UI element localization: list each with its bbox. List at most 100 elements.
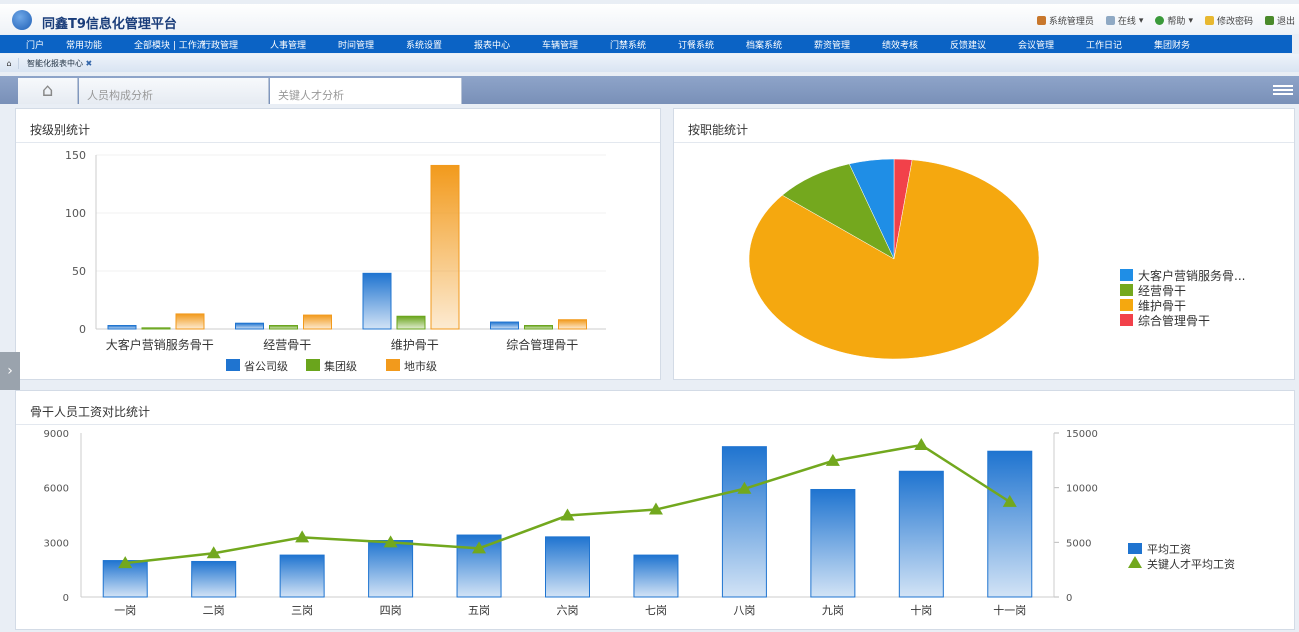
help-link[interactable]: 帮助 ▾	[1155, 14, 1193, 27]
menu-item[interactable]: 全部模块 | 工作流	[134, 40, 206, 51]
tab-home-icon[interactable]: ⌂	[18, 78, 78, 104]
y2-tick-label: 0	[1066, 593, 1072, 604]
user-icon	[1036, 16, 1046, 25]
tab-key-talent[interactable]: 关键人才分析	[270, 78, 462, 104]
logout-link[interactable]: 退出	[1264, 14, 1295, 27]
bar	[175, 313, 205, 330]
bar	[303, 314, 332, 330]
y-tick-label: 150	[65, 149, 86, 162]
legend-swatch	[306, 359, 320, 371]
user-link[interactable]: 系统管理员	[1036, 14, 1094, 27]
globe-icon	[1155, 16, 1165, 25]
lock-icon	[1204, 16, 1214, 25]
menu-item[interactable]: 薪资管理	[814, 40, 851, 51]
function-chart-panel: 按职能统计 大客户营销服务骨... 经营骨干 维护骨干 综合管理骨干	[673, 108, 1295, 380]
legend-swatch	[1128, 556, 1142, 568]
line-point	[1002, 494, 1017, 507]
bar	[633, 554, 679, 598]
menu-item[interactable]: 车辆管理	[542, 40, 579, 51]
legend-label: 维护骨干	[1138, 299, 1186, 313]
legend-swatch	[386, 359, 400, 371]
online-link[interactable]: 在线 ▾	[1105, 14, 1143, 27]
line-point	[914, 438, 929, 451]
logo	[12, 10, 32, 30]
pie-slice	[781, 163, 895, 260]
y2-tick-label: 10000	[1066, 484, 1098, 495]
menu-item[interactable]: 行政管理	[202, 40, 239, 51]
x-tick-label: 十岗	[910, 603, 932, 617]
x-tick-label: 一岗	[114, 604, 136, 617]
y-tick-label: 6000	[44, 484, 69, 495]
expand-sidebar-button[interactable]: ›	[0, 352, 20, 390]
menu-item[interactable]: 人事管理	[270, 40, 307, 51]
x-tick-label: 大客户营销服务骨干	[106, 337, 214, 352]
bar	[362, 272, 392, 330]
change-password-link[interactable]: 修改密码	[1204, 14, 1253, 27]
bar	[898, 470, 944, 598]
menu-item[interactable]: 集团财务	[1154, 40, 1191, 51]
line-point	[295, 530, 310, 543]
line-point	[118, 556, 133, 569]
x-tick-label: 四岗	[380, 604, 402, 617]
x-tick-label: 五岗	[468, 604, 490, 617]
menu-item[interactable]: 门禁系统	[610, 40, 647, 51]
panel-title: 按级别统计	[16, 109, 660, 143]
bar	[368, 540, 414, 598]
tab-bar: ⌂ 人员构成分析 关键人才分析	[0, 76, 1299, 104]
x-tick-label: 三岗	[291, 604, 313, 617]
bar	[558, 319, 587, 330]
legend-label: 集团级	[324, 359, 357, 373]
bar	[490, 321, 519, 330]
bar	[269, 325, 298, 330]
menu-item[interactable]: 时间管理	[338, 40, 375, 51]
menu-item[interactable]: 报表中心	[474, 40, 511, 51]
close-icon[interactable]: ✖	[85, 58, 93, 68]
line-point	[825, 453, 840, 466]
y-tick-label: 100	[65, 207, 86, 220]
legend-swatch	[1120, 269, 1133, 281]
breadcrumb: ⌂ 智能化报表中心 ✖	[0, 54, 1299, 72]
bar	[396, 315, 426, 330]
hamburger-icon[interactable]	[1273, 85, 1293, 95]
line-point	[648, 502, 663, 515]
bar	[524, 325, 553, 330]
x-tick-label: 九岗	[822, 604, 844, 617]
salary-combo-chart: 0 3000 6000 9000 0 5000 10000 15000 一岗 二岗 三岗 四岗 五岗 六岗…	[44, 429, 1235, 617]
bar	[279, 554, 325, 598]
x-tick-label: 维护骨干	[391, 338, 439, 352]
tab-staff-composition[interactable]: 人员构成分析	[79, 78, 269, 104]
exit-icon	[1264, 16, 1274, 25]
menu-item[interactable]: 门户	[26, 40, 45, 51]
legend-label: 综合管理骨干	[1138, 313, 1210, 328]
bar	[721, 446, 767, 598]
breadcrumb-tab[interactable]: 智能化报表中心 ✖	[18, 57, 100, 69]
x-tick-label: 六岗	[557, 604, 579, 617]
x-tick-label: 经营骨干	[263, 338, 311, 352]
legend-swatch	[226, 359, 240, 371]
menu-item[interactable]: 绩效考核	[882, 40, 919, 51]
menu-item[interactable]: 常用功能	[66, 40, 103, 51]
line-point	[560, 508, 575, 521]
bar	[810, 488, 856, 598]
legend-label: 关键人才平均工资	[1147, 557, 1235, 571]
home-icon[interactable]: ⌂	[6, 58, 12, 68]
menu-item[interactable]: 档案系统	[746, 40, 783, 51]
legend-label: 地市级	[404, 359, 437, 373]
app-title: 同鑫T9信息化管理平台	[42, 17, 177, 32]
menu-item[interactable]: 反馈建议	[950, 40, 987, 51]
x-tick-label: 综合管理骨干	[506, 337, 578, 352]
menu-item[interactable]: 系统设置	[406, 40, 443, 51]
bar	[191, 560, 237, 598]
legend-label: 经营骨干	[1138, 284, 1186, 298]
legend-swatch	[1128, 543, 1142, 554]
bar	[545, 536, 590, 598]
bar	[430, 164, 460, 330]
line-point	[472, 541, 487, 554]
menu-item[interactable]: 会议管理	[1018, 40, 1055, 51]
menu-item[interactable]: 工作日记	[1086, 40, 1123, 51]
x-tick-label: 七岗	[645, 604, 667, 617]
bar	[987, 450, 1033, 598]
legend-swatch	[1120, 299, 1133, 311]
menu-item[interactable]: 订餐系统	[678, 40, 715, 51]
